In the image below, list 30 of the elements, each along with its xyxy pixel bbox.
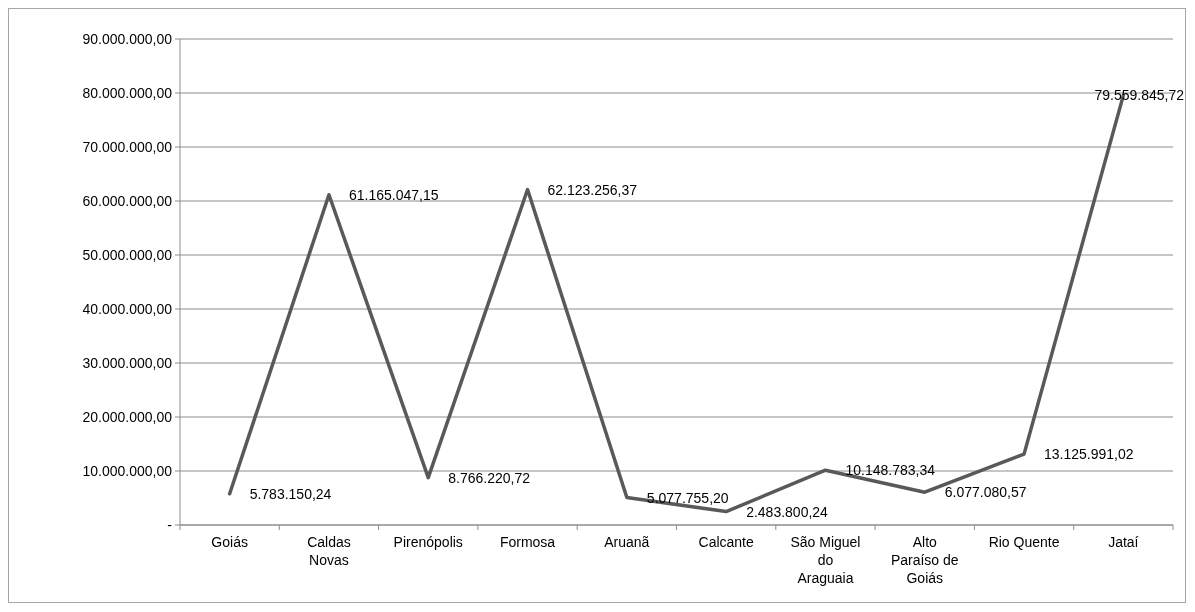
y-tick-label: 70.000.000,00 — [82, 138, 173, 155]
x-tick-label: Rio Quente — [988, 534, 1060, 550]
y-tick-label: 60.000.000,00 — [82, 192, 173, 209]
data-label: 62.123.256,37 — [547, 181, 638, 198]
x-tick-label: Formosa — [499, 534, 556, 550]
data-label: 10.148.783,34 — [845, 462, 936, 479]
y-tick-label: 90.000.000,00 — [82, 30, 173, 47]
data-label: 2.483.800,24 — [746, 503, 829, 520]
x-tick-label: Jataí — [1108, 534, 1139, 550]
data-label: 8.766.220,72 — [448, 469, 531, 486]
x-tick-label: Alto Paraíso de Goiás — [890, 534, 959, 586]
data-label: 79.559.845,72 — [1094, 87, 1185, 104]
data-label: 61.165.047,15 — [348, 186, 439, 203]
x-tick-label: Caldas Novas — [307, 534, 351, 568]
y-tick-label: - — [167, 516, 173, 533]
x-tick-label: Calcante — [698, 534, 754, 550]
x-tick-label: Pirenópolis — [393, 534, 463, 550]
y-tick-label: 10.000.000,00 — [82, 462, 173, 479]
x-tick-label: São Miguel do Araguaia — [790, 534, 861, 586]
data-label: 6.077.080,57 — [944, 484, 1027, 501]
y-tick-label: 80.000.000,00 — [82, 84, 173, 101]
y-tick-label: 50.000.000,00 — [82, 246, 173, 263]
y-tick-label: 30.000.000,00 — [82, 354, 173, 371]
data-label: 5.077.755,20 — [646, 489, 729, 506]
x-tick-label: Goiás — [211, 534, 248, 550]
data-label: 13.125.991,02 — [1044, 446, 1134, 463]
data-label: 5.783.150,24 — [249, 485, 332, 502]
y-tick-label: 40.000.000,00 — [82, 300, 173, 317]
y-tick-label: 20.000.000,00 — [82, 408, 173, 425]
x-tick-label: Aruanã — [604, 534, 650, 550]
